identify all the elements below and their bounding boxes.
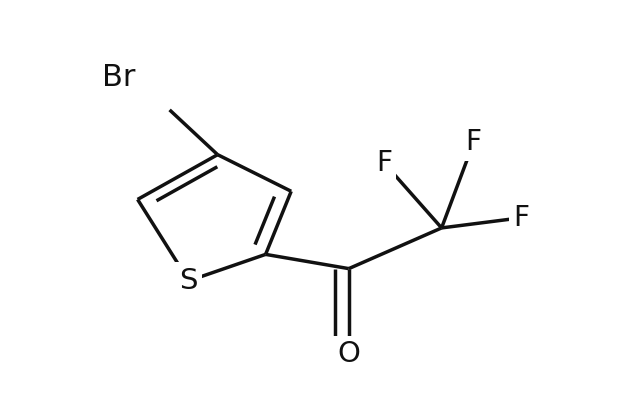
Text: Br: Br xyxy=(102,63,135,92)
Text: O: O xyxy=(337,340,360,368)
Text: S: S xyxy=(180,267,198,295)
Text: F: F xyxy=(513,204,529,232)
Text: F: F xyxy=(466,129,482,156)
Text: F: F xyxy=(376,149,392,177)
